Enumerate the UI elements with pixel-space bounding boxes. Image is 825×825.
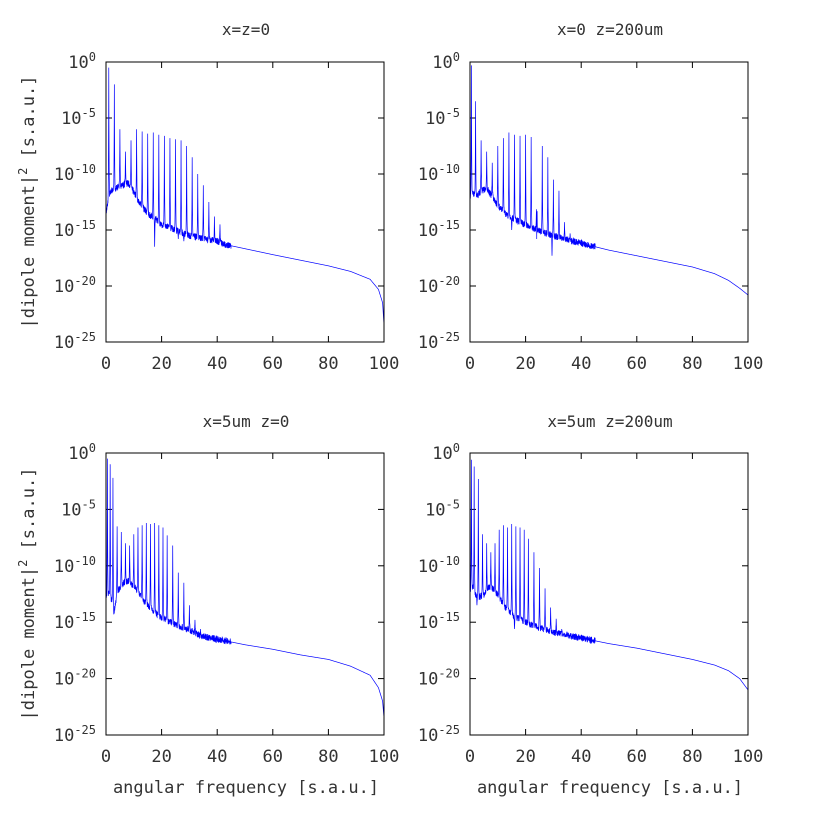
y-axis-label-top: |dipole moment|2 [s.a.u.] — [16, 76, 39, 329]
tick-marks — [469, 452, 749, 736]
series-line — [469, 65, 749, 296]
plot-frame — [469, 452, 749, 736]
tick-marks — [469, 61, 749, 343]
x-tick-labels: 0 20 40 60 80 100 — [465, 747, 763, 767]
tick-marks — [105, 61, 385, 343]
series-line — [469, 459, 749, 691]
x-tick-label: 100 — [733, 747, 764, 767]
x-tick-label: 0 — [465, 354, 475, 374]
y-tick-label: 10-15 — [418, 610, 460, 633]
chart-panel-x-5um-z-200um: x=5um z=200um 100 10-5 10-10 10-15 10-20 10-2… — [418, 412, 764, 767]
panel-title: x=5um z=200um — [547, 412, 672, 431]
y-tick-label: 10-25 — [54, 330, 96, 353]
x-tick-label: 20 — [151, 354, 171, 374]
x-tick-label: 80 — [682, 747, 702, 767]
x-tick-label: 60 — [627, 354, 647, 374]
x-tick-label: 0 — [101, 747, 111, 767]
y-tick-labels: 100 10-5 10-10 10-15 10-20 10-25 — [418, 50, 460, 353]
y-tick-label: 10-5 — [425, 106, 460, 129]
y-tick-label: 10-10 — [54, 554, 96, 577]
plot-frame — [469, 61, 749, 343]
y-tick-label: 100 — [68, 441, 96, 464]
y-tick-label: 100 — [432, 441, 460, 464]
tick-marks — [105, 452, 385, 736]
y-tick-label: 10-10 — [54, 162, 96, 185]
y-tick-label: 10-20 — [418, 667, 460, 690]
x-tick-label: 0 — [101, 354, 111, 374]
x-tick-labels: 0 20 40 60 80 100 — [101, 354, 399, 374]
series-line — [105, 67, 385, 326]
x-tick-label: 100 — [369, 354, 400, 374]
panel-title: x=z=0 — [222, 20, 270, 39]
x-tick-labels: 0 20 40 60 80 100 — [101, 747, 399, 767]
y-tick-label: 10-25 — [418, 330, 460, 353]
x-tick-label: 20 — [515, 747, 535, 767]
x-axis-label-right: angular frequency [s.a.u.] — [477, 778, 743, 798]
chart-panel-x-5um-z-0: x=5um z=0 100 10-5 10-10 10-15 10-20 10-25 0 2… — [54, 412, 400, 767]
x-tick-label: 40 — [207, 747, 227, 767]
y-tick-label: 10-5 — [425, 497, 460, 520]
y-tick-label: 10-15 — [418, 218, 460, 241]
x-tick-labels: 0 20 40 60 80 100 — [465, 354, 763, 374]
x-tick-label: 20 — [151, 747, 171, 767]
x-tick-label: 100 — [369, 747, 400, 767]
series-line — [105, 458, 385, 719]
y-tick-label: 100 — [432, 50, 460, 73]
x-tick-label: 80 — [682, 354, 702, 374]
plot-frame — [105, 452, 385, 736]
plot-frame — [105, 61, 385, 343]
x-tick-label: 0 — [465, 747, 475, 767]
panel-title: x=5um z=0 — [203, 412, 290, 431]
y-tick-label: 10-15 — [54, 218, 96, 241]
x-tick-label: 60 — [263, 354, 283, 374]
x-tick-label: 40 — [571, 747, 591, 767]
y-tick-label: 10-5 — [61, 497, 96, 520]
y-tick-label: 10-20 — [418, 274, 460, 297]
y-tick-label: 10-20 — [54, 274, 96, 297]
y-tick-label: 10-10 — [418, 162, 460, 185]
y-tick-labels: 100 10-5 10-10 10-15 10-20 10-25 — [54, 441, 96, 746]
chart-panel-x-z-0: x=z=0 100 10-5 10-10 10-15 10-20 10-25 0 20 40 6… — [54, 20, 400, 374]
chart-panel-x-0-z-200um: x=0 z=200um 10010-510-1010-1510-2010-25 … — [418, 20, 764, 374]
x-tick-label: 40 — [207, 354, 227, 374]
x-tick-label: 60 — [263, 747, 283, 767]
y-tick-labels: 100 10-5 10-10 10-15 10-20 10-25 — [54, 50, 96, 353]
y-axis-label-bottom: |dipole moment|2 [s.a.u.] — [16, 468, 39, 721]
x-tick-label: 80 — [318, 747, 338, 767]
x-axis-label-left: angular frequency [s.a.u.] — [113, 778, 379, 798]
x-tick-label: 40 — [571, 354, 591, 374]
y-tick-label: 100 — [68, 50, 96, 73]
x-tick-label: 100 — [733, 354, 764, 374]
x-tick-label: 60 — [627, 747, 647, 767]
x-tick-label: 20 — [515, 354, 535, 374]
y-tick-label: 10-25 — [54, 723, 96, 746]
y-tick-labels: 100 10-5 10-10 10-15 10-20 10-25 — [418, 441, 460, 746]
x-tick-label: 80 — [318, 354, 338, 374]
y-tick-label: 10-15 — [54, 610, 96, 633]
y-tick-label: 10-20 — [54, 667, 96, 690]
y-tick-label: 10-10 — [418, 554, 460, 577]
panel-title: x=0 z=200um — [557, 20, 663, 39]
y-tick-label: 10-5 — [61, 106, 96, 129]
y-tick-label: 10-25 — [418, 723, 460, 746]
